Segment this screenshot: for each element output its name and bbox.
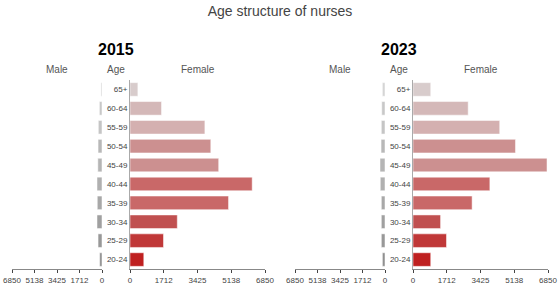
svg-text:45-49: 45-49 xyxy=(107,161,128,170)
svg-text:30-34: 30-34 xyxy=(107,218,128,227)
svg-text:2023: 2023 xyxy=(381,41,417,58)
svg-text:65+: 65+ xyxy=(397,85,411,94)
svg-text:35-39: 35-39 xyxy=(390,199,411,208)
svg-text:35-39: 35-39 xyxy=(107,199,128,208)
svg-text:0: 0 xyxy=(411,276,416,285)
svg-text:25-29: 25-29 xyxy=(107,236,128,245)
svg-text:1712: 1712 xyxy=(438,276,456,285)
svg-text:Female: Female xyxy=(181,64,215,75)
svg-text:5138: 5138 xyxy=(309,276,327,285)
svg-text:60-64: 60-64 xyxy=(390,104,411,113)
svg-text:Male: Male xyxy=(46,64,68,75)
svg-text:55-59: 55-59 xyxy=(107,123,128,132)
svg-text:5138: 5138 xyxy=(505,276,523,285)
svg-text:30-34: 30-34 xyxy=(390,218,411,227)
svg-text:0: 0 xyxy=(128,276,133,285)
svg-text:1712: 1712 xyxy=(354,276,372,285)
svg-text:1712: 1712 xyxy=(155,276,173,285)
svg-text:6850: 6850 xyxy=(3,276,21,285)
svg-text:Age: Age xyxy=(107,64,125,75)
svg-text:Age structure of nurses: Age structure of nurses xyxy=(208,3,353,19)
svg-text:0: 0 xyxy=(383,276,388,285)
svg-text:2015: 2015 xyxy=(98,41,134,58)
svg-text:3425: 3425 xyxy=(48,276,66,285)
svg-text:50-54: 50-54 xyxy=(390,142,411,151)
svg-text:6850: 6850 xyxy=(286,276,304,285)
svg-text:6850: 6850 xyxy=(256,276,274,285)
svg-text:5138: 5138 xyxy=(222,276,240,285)
svg-text:45-49: 45-49 xyxy=(390,161,411,170)
svg-text:25-29: 25-29 xyxy=(390,236,411,245)
svg-text:65+: 65+ xyxy=(114,85,128,94)
svg-text:3425: 3425 xyxy=(331,276,349,285)
svg-text:40-44: 40-44 xyxy=(390,180,411,189)
svg-text:1712: 1712 xyxy=(71,276,89,285)
svg-text:55-59: 55-59 xyxy=(390,123,411,132)
svg-text:5138: 5138 xyxy=(26,276,44,285)
svg-text:3425: 3425 xyxy=(189,276,207,285)
svg-text:Female: Female xyxy=(464,64,498,75)
svg-text:60-64: 60-64 xyxy=(107,104,128,113)
svg-text:Age: Age xyxy=(390,64,408,75)
svg-text:0: 0 xyxy=(100,276,105,285)
svg-text:3425: 3425 xyxy=(472,276,490,285)
svg-text:40-44: 40-44 xyxy=(107,180,128,189)
svg-text:20-24: 20-24 xyxy=(390,255,411,264)
svg-text:50-54: 50-54 xyxy=(107,142,128,151)
svg-text:6850: 6850 xyxy=(539,276,557,285)
svg-text:20-24: 20-24 xyxy=(107,255,128,264)
svg-text:Male: Male xyxy=(329,64,351,75)
